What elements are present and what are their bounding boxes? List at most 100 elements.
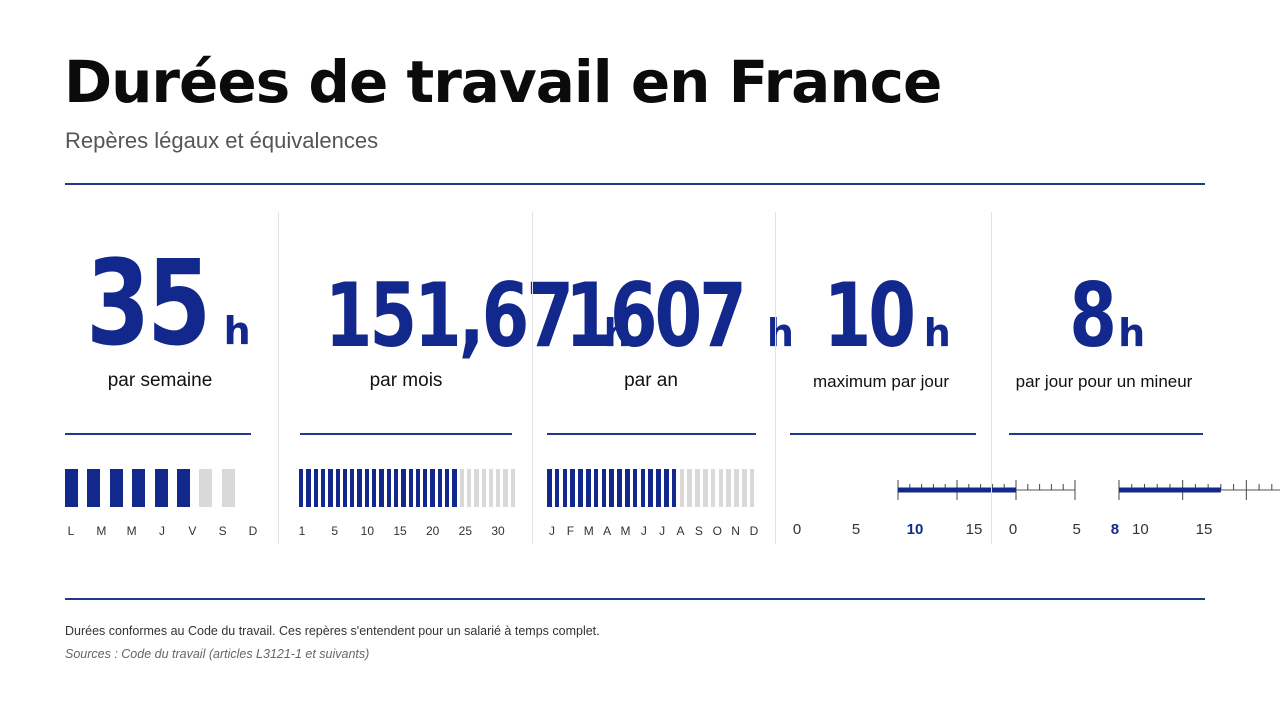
segment-filled bbox=[632, 469, 638, 507]
column-separator bbox=[775, 212, 776, 544]
tick-label: J bbox=[159, 524, 165, 538]
segment-filled bbox=[408, 469, 413, 507]
stat-unit: h bbox=[223, 309, 251, 353]
segment-filled bbox=[372, 469, 377, 507]
tick-label: 1 bbox=[298, 524, 306, 538]
segment-empty bbox=[718, 469, 724, 507]
stat-value-month: 151,67 h bbox=[290, 264, 631, 367]
segment-empty bbox=[510, 469, 516, 507]
tick-label: S bbox=[694, 524, 703, 538]
segment-filled bbox=[320, 469, 326, 507]
stat-label-year: par an bbox=[624, 370, 678, 391]
scale-label: 10 bbox=[1131, 521, 1149, 538]
segment-filled bbox=[132, 469, 146, 507]
tick-label: 25 bbox=[458, 524, 473, 538]
stat-card-week: 35 h par semaine L M M J V S D bbox=[62, 212, 258, 544]
segment-empty bbox=[703, 469, 708, 507]
tick-label: L bbox=[67, 524, 75, 538]
page-subtitle: Repères légaux et équivalences bbox=[65, 128, 379, 153]
minor-scale-labels: 0 5 8 10 15 bbox=[998, 521, 1213, 541]
segment-empty bbox=[749, 469, 755, 507]
segment-filled bbox=[430, 469, 435, 507]
segment-filled bbox=[299, 469, 304, 507]
segment-filled bbox=[570, 469, 575, 507]
segment-filled bbox=[393, 469, 399, 507]
tick-label: M bbox=[620, 524, 631, 538]
tick-label: F bbox=[566, 524, 575, 538]
tick-label: J bbox=[659, 524, 666, 538]
stat-card-month: 151,67 h par mois 1 5 10 15 20 25 30 bbox=[290, 212, 631, 544]
tick-label: V bbox=[188, 524, 197, 538]
segment-filled bbox=[328, 469, 333, 507]
segment-filled bbox=[386, 469, 391, 507]
stat-number: 35 bbox=[86, 234, 212, 372]
segment-filled bbox=[625, 469, 630, 507]
header-divider bbox=[65, 183, 1205, 185]
segment-empty bbox=[742, 469, 747, 507]
segment-filled bbox=[335, 469, 340, 507]
stat-unit: h bbox=[603, 311, 631, 355]
stat-value-daily-max: 10 h bbox=[780, 264, 982, 367]
segment-filled bbox=[109, 469, 123, 507]
segment-filled bbox=[656, 469, 661, 507]
tick-label: 10 bbox=[360, 524, 375, 538]
segment-empty bbox=[466, 469, 472, 507]
tick-label: 15 bbox=[393, 524, 407, 538]
segment-filled bbox=[423, 469, 428, 507]
scale-fill bbox=[1119, 487, 1221, 493]
segment-empty bbox=[496, 469, 501, 507]
tick-label: D bbox=[248, 524, 258, 538]
scale-label: 15 bbox=[1195, 521, 1213, 538]
stat-label-week: par semaine bbox=[107, 370, 213, 391]
segment-filled bbox=[401, 469, 406, 507]
segment-empty bbox=[459, 469, 464, 507]
segment-filled bbox=[578, 469, 583, 507]
segment-filled bbox=[154, 469, 168, 507]
page-title: Durées de travail en France bbox=[64, 48, 942, 116]
stat-unit: h bbox=[766, 311, 794, 355]
tick-label: 20 bbox=[425, 524, 440, 538]
stat-label-month: par mois bbox=[369, 370, 443, 391]
column-separator bbox=[532, 212, 533, 544]
stat-label-minor: par jour pour un mineur bbox=[1015, 372, 1193, 391]
segment-filled bbox=[609, 469, 614, 507]
daily-max-scale bbox=[897, 480, 1076, 500]
scale-marker-label: 10 bbox=[906, 521, 924, 538]
scale-marker-label: 8 bbox=[1110, 521, 1120, 538]
segment-filled bbox=[593, 469, 599, 507]
segment-filled bbox=[364, 469, 370, 507]
tick-label: J bbox=[549, 524, 555, 538]
minor-scale bbox=[1118, 480, 1280, 500]
segment-empty bbox=[726, 469, 731, 507]
segment-filled bbox=[452, 469, 457, 507]
segment-filled bbox=[617, 469, 622, 507]
scale-label: 5 bbox=[851, 521, 861, 538]
tick-label: S bbox=[218, 524, 227, 538]
segment-filled bbox=[640, 469, 646, 507]
segment-filled bbox=[586, 469, 591, 507]
segment-filled bbox=[671, 469, 677, 507]
segment-filled bbox=[437, 469, 443, 507]
segment-filled bbox=[177, 469, 190, 507]
segment-empty bbox=[199, 469, 213, 507]
segment-filled bbox=[415, 469, 421, 507]
segment-empty bbox=[221, 469, 235, 507]
stat-card-daily-max: 10 h maximum par jour 0 5 10 15 bbox=[780, 212, 1076, 544]
scale-label: 0 bbox=[792, 521, 802, 538]
scale-fill bbox=[898, 487, 1016, 493]
segment-filled bbox=[350, 469, 355, 507]
stat-number: 8 bbox=[1069, 264, 1117, 367]
tick-label: J bbox=[640, 524, 647, 538]
week-segment-bar bbox=[65, 469, 259, 507]
stat-value-week: 35 h bbox=[62, 234, 258, 372]
segment-empty bbox=[481, 469, 486, 507]
footer-source: Sources : Code du travail (articles L312… bbox=[65, 647, 370, 661]
segment-filled bbox=[445, 469, 450, 507]
daily-max-scale-labels: 0 5 10 15 bbox=[780, 521, 983, 541]
column-separator bbox=[278, 212, 279, 544]
segment-empty bbox=[695, 469, 700, 507]
